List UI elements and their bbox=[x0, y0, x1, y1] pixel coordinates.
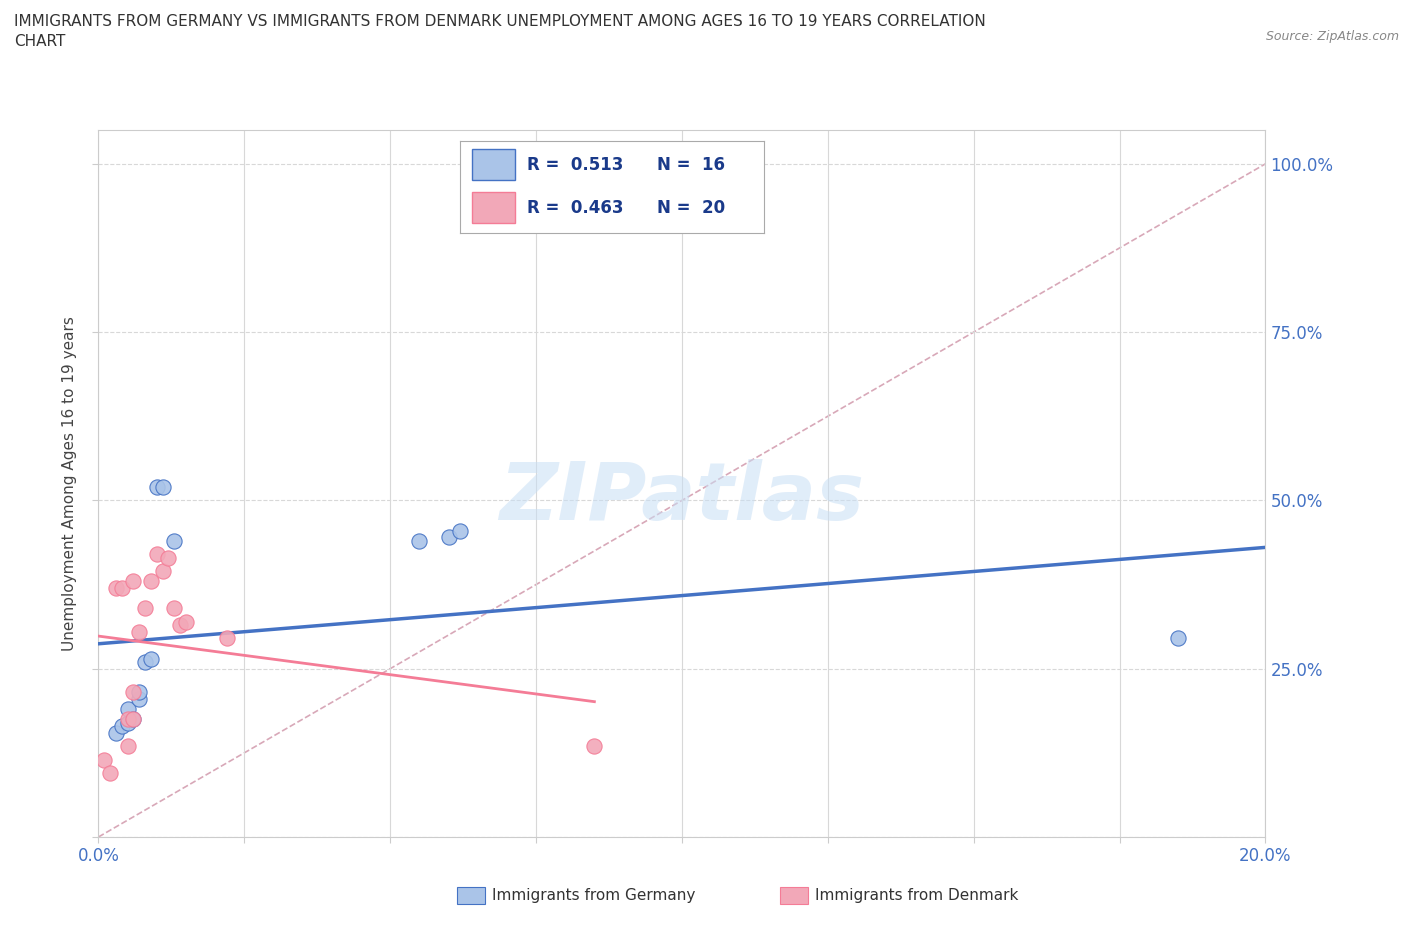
Point bbox=[139, 574, 162, 589]
Point bbox=[122, 684, 145, 699]
Point bbox=[117, 715, 139, 730]
Point bbox=[152, 480, 174, 495]
Point bbox=[408, 534, 430, 549]
Point bbox=[117, 711, 139, 726]
Point bbox=[134, 601, 156, 616]
Point bbox=[1167, 631, 1189, 645]
Point bbox=[437, 530, 460, 545]
Point bbox=[139, 651, 162, 666]
Text: IMMIGRANTS FROM GERMANY VS IMMIGRANTS FROM DENMARK UNEMPLOYMENT AMONG AGES 16 TO: IMMIGRANTS FROM GERMANY VS IMMIGRANTS FR… bbox=[14, 14, 986, 29]
Point bbox=[117, 738, 139, 753]
Y-axis label: Unemployment Among Ages 16 to 19 years: Unemployment Among Ages 16 to 19 years bbox=[62, 316, 77, 651]
Point bbox=[583, 738, 606, 753]
Point bbox=[111, 719, 134, 734]
Point bbox=[169, 618, 191, 632]
Point bbox=[163, 534, 186, 549]
Point bbox=[215, 631, 238, 645]
Point bbox=[104, 725, 127, 740]
Point bbox=[93, 752, 115, 767]
Text: ZIPatlas: ZIPatlas bbox=[499, 458, 865, 537]
Point bbox=[117, 701, 139, 716]
Point bbox=[128, 692, 150, 707]
Text: Immigrants from Denmark: Immigrants from Denmark bbox=[815, 888, 1019, 903]
Point bbox=[122, 574, 145, 589]
Point bbox=[122, 711, 145, 726]
Point bbox=[146, 547, 169, 562]
Point bbox=[157, 551, 180, 565]
Point bbox=[174, 614, 197, 629]
Text: Source: ZipAtlas.com: Source: ZipAtlas.com bbox=[1265, 30, 1399, 43]
Point bbox=[98, 765, 121, 780]
Point bbox=[163, 601, 186, 616]
Point bbox=[104, 580, 127, 595]
Point bbox=[146, 480, 169, 495]
Text: CHART: CHART bbox=[14, 34, 66, 49]
Point bbox=[152, 564, 174, 578]
Point bbox=[122, 711, 145, 726]
Point bbox=[128, 624, 150, 639]
Point bbox=[449, 524, 471, 538]
Text: Immigrants from Germany: Immigrants from Germany bbox=[492, 888, 696, 903]
Point bbox=[134, 655, 156, 670]
Point bbox=[128, 684, 150, 699]
Point bbox=[111, 580, 134, 595]
